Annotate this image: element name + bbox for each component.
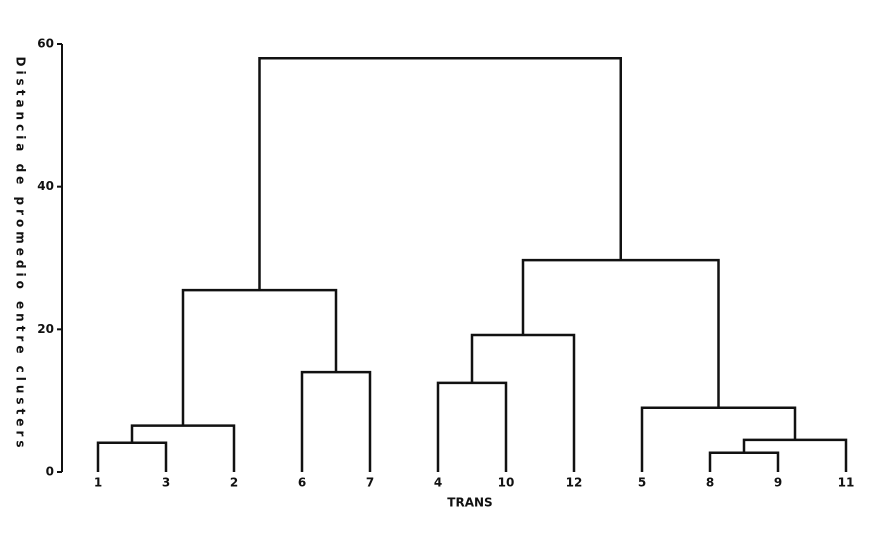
y-tick-label: 60 <box>37 37 54 51</box>
leaf-label: 6 <box>298 476 306 490</box>
y-tick-label: 40 <box>37 179 54 193</box>
leaf-label: 2 <box>230 476 238 490</box>
merge-link <box>258 57 622 291</box>
merge-link <box>130 424 236 472</box>
y-axis-label: Distancia de promedio entre clusters <box>14 56 28 451</box>
leaf-label: 12 <box>566 476 583 490</box>
leaf-label: 3 <box>162 476 170 490</box>
leaf-label: 5 <box>638 476 646 490</box>
leaf-label: 1 <box>94 476 102 490</box>
leaf-label: 10 <box>498 476 515 490</box>
merge-link <box>181 288 338 426</box>
merge-link <box>436 381 508 472</box>
merge-link <box>96 441 168 472</box>
leaf-label: 9 <box>774 476 782 490</box>
merge-link <box>742 438 848 472</box>
leaf-label: 4 <box>434 476 442 490</box>
x-axis-label: TRANS <box>447 496 492 510</box>
merge-link <box>708 451 780 472</box>
y-tick-label: 20 <box>37 322 54 336</box>
y-tick-label: 0 <box>46 465 54 479</box>
merge-link <box>300 370 372 472</box>
merge-link <box>470 333 576 472</box>
leaf-label: 11 <box>838 476 855 490</box>
leaf-label: 7 <box>366 476 374 490</box>
leaf-label: 8 <box>706 476 714 490</box>
